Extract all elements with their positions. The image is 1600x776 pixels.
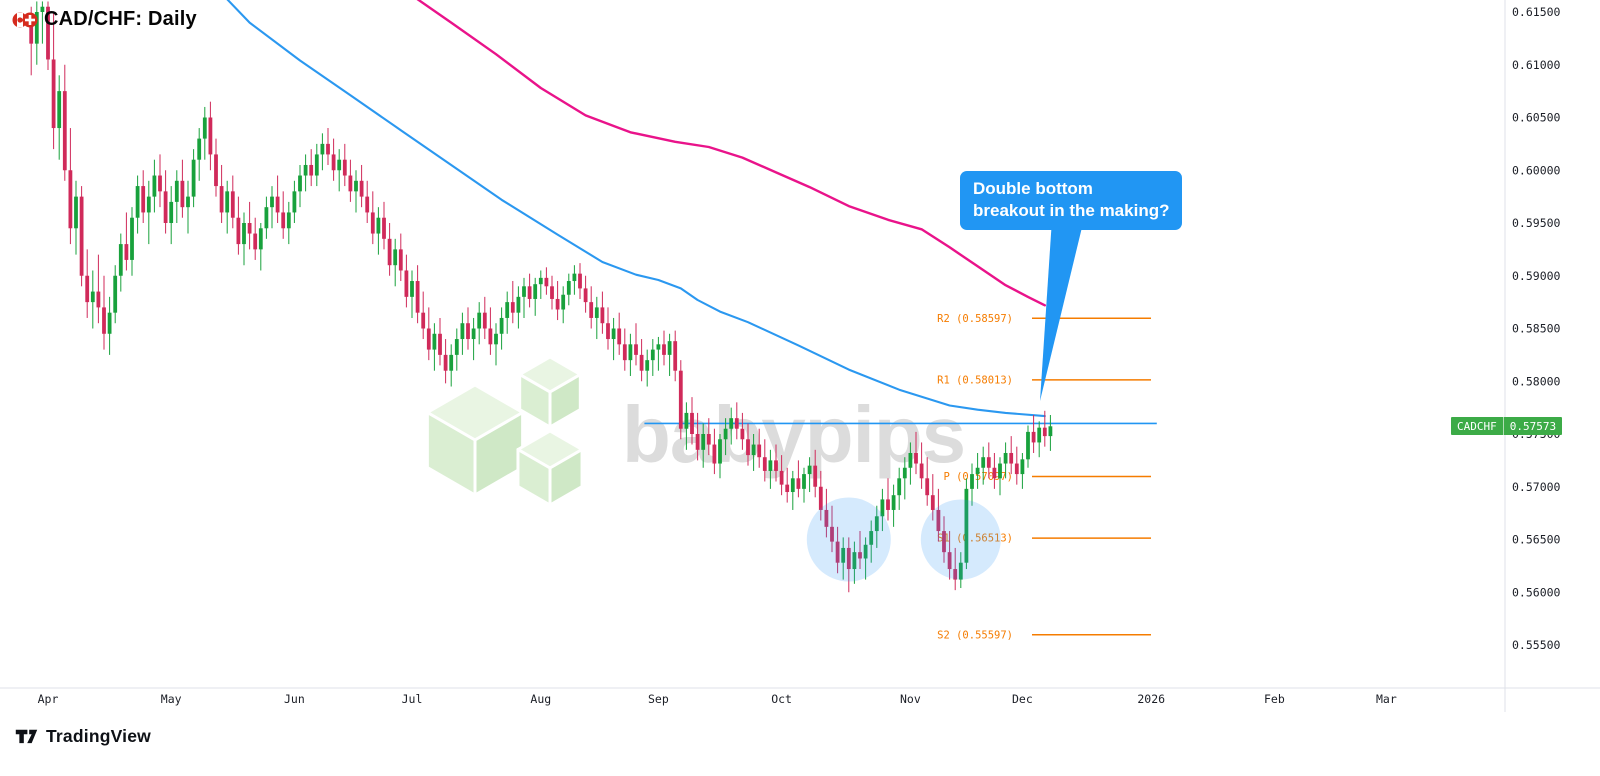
page-title: CAD/CHF: Daily [44,8,197,30]
price-axis-label: 0.56000 [1512,585,1561,599]
price-axis-label: 0.60500 [1512,111,1561,125]
price-axis-label: 0.56500 [1512,533,1561,547]
candlestick-series [29,1,1053,593]
instrument-flags [12,11,38,29]
badge-symbol: CADCHF [1451,417,1503,436]
time-axis-label: Apr [38,692,59,706]
time-axis-label: 2026 [1137,692,1165,706]
price-axis-label: 0.59500 [1512,216,1561,230]
last-price-badge: CADCHF 0.57573 [1451,417,1563,436]
price-axis-label: 0.58500 [1512,322,1561,336]
badge-price: 0.57573 [1502,417,1563,436]
callout-tail [1040,219,1084,401]
pivot-label: S2 (0.55597) [937,629,1013,641]
cad-chf-flag-icon [12,12,38,27]
callout-line-2: breakout in the making? [973,200,1170,220]
price-axis[interactable]: 0.61500 0.61000 0.60500 0.60000 0.59500 0.590… [1512,5,1561,652]
pivot-label: R1 (0.58013) [937,374,1013,386]
tradingview-logo-icon [15,729,38,744]
time-axis-label: Jun [284,692,305,706]
ma-fast-line[interactable] [226,0,1046,418]
callout-line-1: Double bottom [973,179,1093,198]
title-bar: CAD/CHF: Daily [12,8,197,31]
watermark-text: babypips [622,390,965,479]
tradingview-brand-text: TradingView [46,725,151,746]
time-axis-label: Nov [900,692,921,706]
double-bottom-highlight-circle[interactable] [920,499,1001,580]
time-axis-label: Sep [648,692,669,706]
time-axis[interactable]: Apr May Jun Jul Aug Sep Oct Nov Dec 2026 Feb Mar [38,692,1397,706]
time-axis-label: Mar [1376,692,1397,706]
price-axis-label: 0.61500 [1512,5,1561,19]
time-axis-label: Oct [771,692,792,706]
time-axis-label: Dec [1012,692,1033,706]
babypips-watermark: babypips [425,355,966,507]
price-axis-label: 0.60000 [1512,163,1561,177]
time-axis-label: Jul [402,692,423,706]
annotation-callout[interactable]: Double bottom breakout in the making? [960,171,1183,230]
pivot-label: R2 (0.58597) [937,313,1013,325]
tradingview-attribution[interactable]: TradingView [14,725,151,747]
price-axis-label: 0.55500 [1512,638,1561,652]
time-axis-label: May [161,692,182,706]
price-axis-label: 0.58000 [1512,374,1561,388]
price-axis-label: 0.59000 [1512,269,1561,283]
time-axis-label: Feb [1264,692,1285,706]
pivot-label: S1 (0.56513) [937,533,1013,545]
price-axis-label: 0.61000 [1512,58,1561,72]
ma-slow-line[interactable] [416,0,1046,307]
price-axis-label: 0.57000 [1512,480,1561,494]
time-axis-label: Aug [530,692,551,706]
double-bottom-highlight-circle[interactable] [806,497,891,582]
